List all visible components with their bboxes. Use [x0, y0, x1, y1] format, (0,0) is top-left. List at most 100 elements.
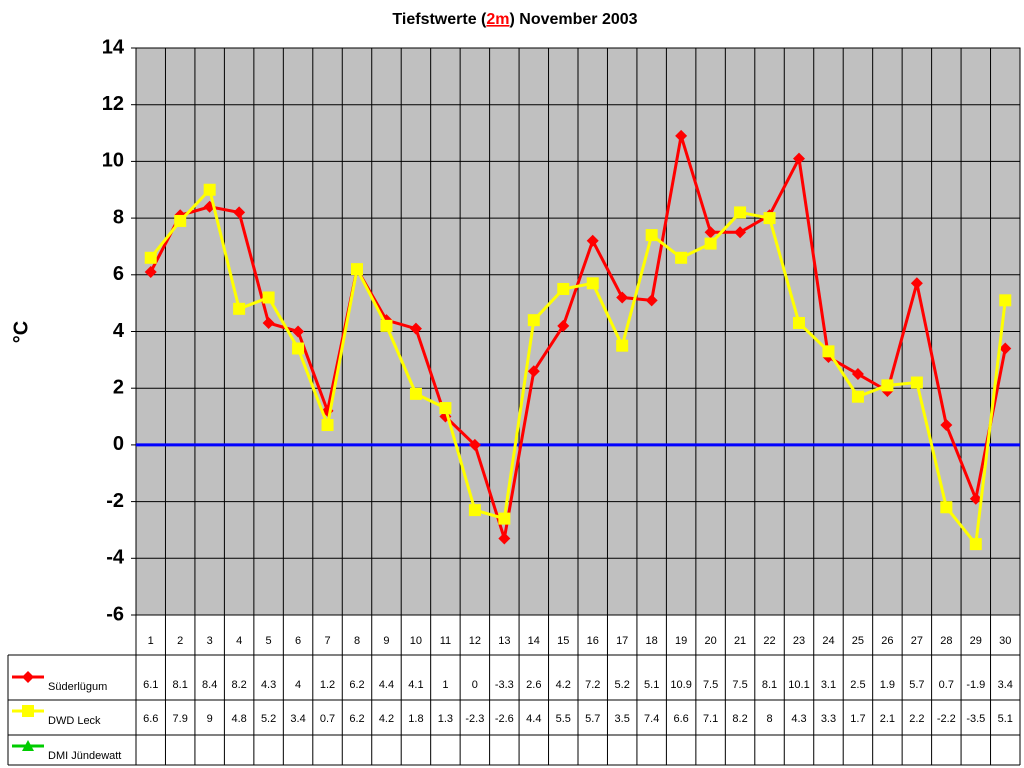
marker	[999, 294, 1012, 307]
table-value: 0.7	[939, 679, 954, 691]
table-value: 8.1	[173, 679, 188, 691]
table-value: 4.2	[379, 713, 394, 725]
table-value: 1.9	[880, 679, 895, 691]
table-value: 2.5	[850, 679, 865, 691]
legend-label: DMI Jündewatt	[48, 750, 121, 762]
x-tick-label: 26	[881, 635, 893, 647]
table-value: 1	[442, 679, 448, 691]
table-value: 7.4	[644, 713, 659, 725]
table-value: 7.2	[585, 679, 600, 691]
table-value: -1.9	[966, 679, 985, 691]
table-value: 4.3	[261, 679, 276, 691]
table-value: 5.5	[556, 713, 571, 725]
y-tick-label: 4	[113, 320, 125, 342]
title-part: ) November 2003	[510, 11, 638, 28]
x-tick-label: 13	[498, 635, 510, 647]
marker	[586, 234, 599, 247]
marker	[734, 226, 747, 239]
marker	[969, 492, 982, 505]
y-tick-label: 10	[102, 150, 124, 172]
table-value: 7.5	[732, 679, 747, 691]
marker	[262, 291, 275, 304]
table-value: 2.6	[526, 679, 541, 691]
table-value: 10.9	[670, 679, 691, 691]
marker	[498, 512, 511, 525]
table-value: 8.2	[732, 713, 747, 725]
y-axis-label: °C	[10, 321, 32, 343]
marker	[144, 265, 157, 278]
x-tick-label: 17	[616, 635, 628, 647]
marker	[468, 504, 481, 517]
marker	[616, 291, 629, 304]
table-value: 10.1	[788, 679, 809, 691]
marker	[233, 302, 246, 315]
marker	[262, 316, 275, 329]
table-value: 5.7	[909, 679, 924, 691]
table-value: 2.2	[909, 713, 924, 725]
marker	[822, 345, 835, 358]
x-tick-label: 12	[469, 635, 481, 647]
table-value: 6.1	[143, 679, 158, 691]
y-tick-label: 6	[113, 263, 124, 285]
table-value: 4.2	[556, 679, 571, 691]
x-tick-label: 22	[763, 635, 775, 647]
table-value: 8.2	[231, 679, 246, 691]
marker	[557, 282, 570, 295]
marker	[616, 339, 629, 352]
table-value: 7.5	[703, 679, 718, 691]
x-tick-label: 27	[911, 635, 923, 647]
marker	[409, 387, 422, 400]
marker	[409, 322, 422, 335]
x-tick-label: 23	[793, 635, 805, 647]
x-tick-label: 25	[852, 635, 864, 647]
table-value: -2.3	[465, 713, 484, 725]
table-value: 7.9	[173, 713, 188, 725]
marker	[203, 183, 216, 196]
marker	[144, 251, 157, 264]
table-value: 1.8	[408, 713, 423, 725]
chart-title: Tiefstwerte (2m) November 2003	[392, 11, 637, 28]
marker	[999, 342, 1012, 355]
x-tick-label: 7	[324, 635, 330, 647]
x-tick-label: 4	[236, 635, 242, 647]
table-value: 5.7	[585, 713, 600, 725]
marker	[645, 229, 658, 242]
marker	[527, 365, 540, 378]
x-tick-label: 9	[383, 635, 389, 647]
table-value: 8	[766, 713, 772, 725]
x-tick-label: 28	[940, 635, 952, 647]
marker	[468, 438, 481, 451]
x-tick-label: 29	[970, 635, 982, 647]
table-value: 1.7	[850, 713, 865, 725]
x-tick-label: 11	[440, 635, 451, 647]
marker	[22, 740, 34, 751]
series-line	[149, 135, 1007, 539]
table-value: 9	[207, 713, 213, 725]
x-tick-label: 19	[675, 635, 687, 647]
marker	[174, 214, 187, 227]
table-value: 4.3	[791, 713, 806, 725]
table-value: 1.3	[438, 713, 453, 725]
x-tick-label: 18	[646, 635, 658, 647]
x-tick-label: 6	[295, 635, 301, 647]
x-tick-label: 30	[999, 635, 1011, 647]
table-value: 3.3	[821, 713, 836, 725]
table-value: 5.2	[615, 679, 630, 691]
x-tick-label: 24	[822, 635, 834, 647]
marker	[292, 342, 305, 355]
title-part: Tiefstwerte (	[392, 11, 487, 28]
title-part: 2m	[486, 11, 509, 28]
marker	[498, 532, 511, 545]
table-value: 8.4	[202, 679, 217, 691]
y-tick-label: -4	[106, 547, 125, 569]
table-value: 4.4	[379, 679, 394, 691]
marker	[704, 237, 717, 250]
table-value: 0.7	[320, 713, 335, 725]
marker	[321, 419, 334, 432]
y-tick-label: 8	[113, 206, 124, 228]
marker	[233, 206, 246, 219]
y-tick-label: -2	[106, 490, 124, 512]
table-value: 4	[295, 679, 301, 691]
